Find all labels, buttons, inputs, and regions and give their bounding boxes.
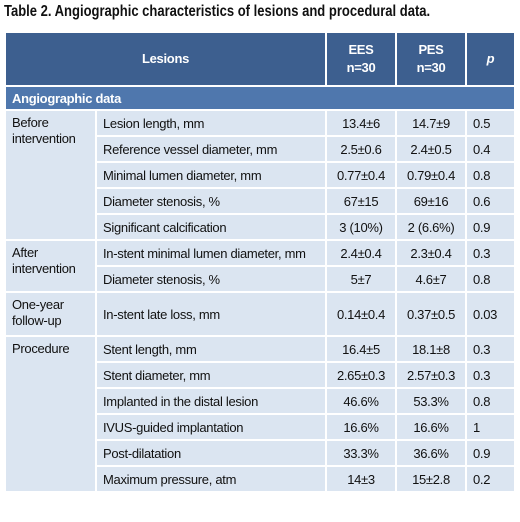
p-value: 0.3 bbox=[465, 335, 516, 363]
ees-value: 33.3% bbox=[325, 439, 397, 467]
ees-value: 5±7 bbox=[325, 265, 397, 293]
table-row: IVUS-guided implantation 16.6% 16.6% 1 bbox=[5, 413, 516, 441]
table-row: Procedure Stent length, mm 16.4±5 18.1±8 0.3 bbox=[4, 335, 516, 493]
ees-value: 14±3 bbox=[325, 465, 397, 493]
row-label: Maximum pressure, atm bbox=[95, 465, 327, 493]
text-line: n=30 bbox=[416, 60, 446, 75]
table-row: Post-dilatation 33.3% 36.6% 0.9 bbox=[5, 439, 516, 467]
ees-value: 2.5±0.6 bbox=[325, 135, 397, 163]
text-line: After bbox=[12, 245, 38, 260]
p-value: 0.3 bbox=[465, 361, 516, 389]
group-label: Procedure bbox=[4, 335, 97, 493]
ees-value: 2.65±0.3 bbox=[325, 361, 397, 389]
pes-value: 2 (6.6%) bbox=[395, 213, 467, 241]
row-label: Stent diameter, mm bbox=[95, 361, 327, 389]
p-value: 0.8 bbox=[465, 265, 516, 293]
pes-value: 0.37±0.5 bbox=[395, 291, 467, 337]
table-title: Table 2. Angiographic characteristics of… bbox=[4, 3, 431, 20]
row-label: Reference vessel diameter, mm bbox=[95, 135, 327, 163]
pes-value: 4.6±7 bbox=[395, 265, 467, 293]
header-cell: p bbox=[465, 31, 516, 87]
p-value: 1 bbox=[465, 413, 516, 441]
ees-value: 0.77±0.4 bbox=[325, 161, 397, 189]
pes-value: 2.3±0.4 bbox=[395, 239, 467, 267]
pes-value: 36.6% bbox=[395, 439, 467, 467]
table-row: Minimal lumen diameter, mm 0.77±0.4 0.79±0… bbox=[5, 161, 516, 189]
p-value: 0.2 bbox=[465, 465, 516, 493]
pes-value: 15±2.8 bbox=[395, 465, 467, 493]
p-value: 0.8 bbox=[465, 161, 516, 189]
pes-value: 69±16 bbox=[395, 187, 467, 215]
section-row: Angiographic data bbox=[4, 85, 516, 111]
text-line: follow-up bbox=[12, 313, 62, 328]
text-line: Before bbox=[12, 115, 49, 130]
row-label: Diameter stenosis, % bbox=[95, 265, 327, 293]
ees-value: 67±15 bbox=[325, 187, 397, 215]
header-row: Lesions EES n=30 PES n=30 p bbox=[4, 31, 516, 87]
row-label: Implanted in the distal lesion bbox=[95, 387, 327, 415]
table-row: Stent diameter, mm 2.65±0.3 2.57±0.3 0.3 bbox=[5, 361, 516, 389]
text-line: Procedure bbox=[12, 341, 70, 356]
p-value: 0.6 bbox=[465, 187, 516, 215]
row-label: Post-dilatation bbox=[95, 439, 327, 467]
table-row: Implanted in the distal lesion 46.6% 53.3%… bbox=[5, 387, 516, 415]
group-label: Before intervention bbox=[4, 109, 97, 241]
row-label: IVUS-guided implantation bbox=[95, 413, 327, 441]
p-value: 0.5 bbox=[465, 109, 516, 137]
pes-value: 0.79±0.4 bbox=[395, 161, 467, 189]
pes-value: 14.7±9 bbox=[395, 109, 467, 137]
group-label: One-year follow-up bbox=[4, 291, 97, 337]
header-cell: EES n=30 bbox=[325, 31, 397, 87]
p-value: 0.9 bbox=[465, 213, 516, 241]
ees-value: 2.4±0.4 bbox=[325, 239, 397, 267]
p-value: 0.8 bbox=[465, 387, 516, 415]
text-line: EES bbox=[348, 42, 374, 57]
row-label: Minimal lumen diameter, mm bbox=[95, 161, 327, 189]
row-label: Diameter stenosis, % bbox=[95, 187, 327, 215]
pes-value: 53.3% bbox=[395, 387, 467, 415]
row-label: In-stent minimal lumen diameter, mm bbox=[95, 239, 327, 267]
table-row: Before intervention Lesion length, mm 13.4±… bbox=[4, 109, 516, 241]
row-label: Stent length, mm bbox=[95, 335, 327, 363]
pes-value: 2.4±0.5 bbox=[395, 135, 467, 163]
p-value: 0.9 bbox=[465, 439, 516, 467]
table-row: Diameter stenosis, % 67±15 69±16 0.6 bbox=[5, 187, 516, 215]
p-value: 0.3 bbox=[465, 239, 516, 267]
text-line: intervention bbox=[12, 261, 76, 276]
ees-value: 13.4±6 bbox=[325, 109, 397, 137]
ees-value: 46.6% bbox=[325, 387, 397, 415]
row-label: In-stent late loss, mm bbox=[95, 291, 327, 337]
p-value: 0.03 bbox=[465, 291, 516, 337]
table-row: Significant calcification 3 (10%) 2 (6.6%)… bbox=[5, 213, 516, 241]
pes-value: 16.6% bbox=[395, 413, 467, 441]
ees-value: 3 (10%) bbox=[325, 213, 397, 241]
section-cell: Angiographic data bbox=[4, 85, 516, 111]
pes-value: 2.57±0.3 bbox=[395, 361, 467, 389]
text-line: PES bbox=[418, 42, 444, 57]
table-row: After intervention In-stent minimal lumen … bbox=[4, 239, 516, 293]
ees-value: 0.14±0.4 bbox=[325, 291, 397, 337]
data-table: Lesions EES n=30 PES n=30 p Angiographic data B… bbox=[4, 31, 516, 493]
text-line: n=30 bbox=[346, 60, 376, 75]
table-row: Maximum pressure, atm 14±3 15±2.8 0.2 bbox=[5, 465, 516, 493]
header-cell: PES n=30 bbox=[395, 31, 467, 87]
pes-value: 18.1±8 bbox=[395, 335, 467, 363]
row-label: Lesion length, mm bbox=[95, 109, 327, 137]
table-row: Reference vessel diameter, mm 2.5±0.6 2.4±… bbox=[5, 135, 516, 163]
p-value: 0.4 bbox=[465, 135, 516, 163]
ees-value: 16.6% bbox=[325, 413, 397, 441]
text-line: intervention bbox=[12, 131, 76, 146]
text-line: One-year bbox=[12, 297, 64, 312]
header-cell: Lesions bbox=[4, 31, 327, 87]
row-label: Significant calcification bbox=[95, 213, 327, 241]
table-row: Diameter stenosis, % 5±7 4.6±7 0.8 bbox=[5, 265, 516, 293]
table-row: One-year follow-up In-stent late loss, mm 0… bbox=[4, 291, 516, 337]
table-body: Lesions EES n=30 PES n=30 p Angiographic data B… bbox=[4, 31, 516, 493]
group-label: After intervention bbox=[4, 239, 97, 293]
ees-value: 16.4±5 bbox=[325, 335, 397, 363]
